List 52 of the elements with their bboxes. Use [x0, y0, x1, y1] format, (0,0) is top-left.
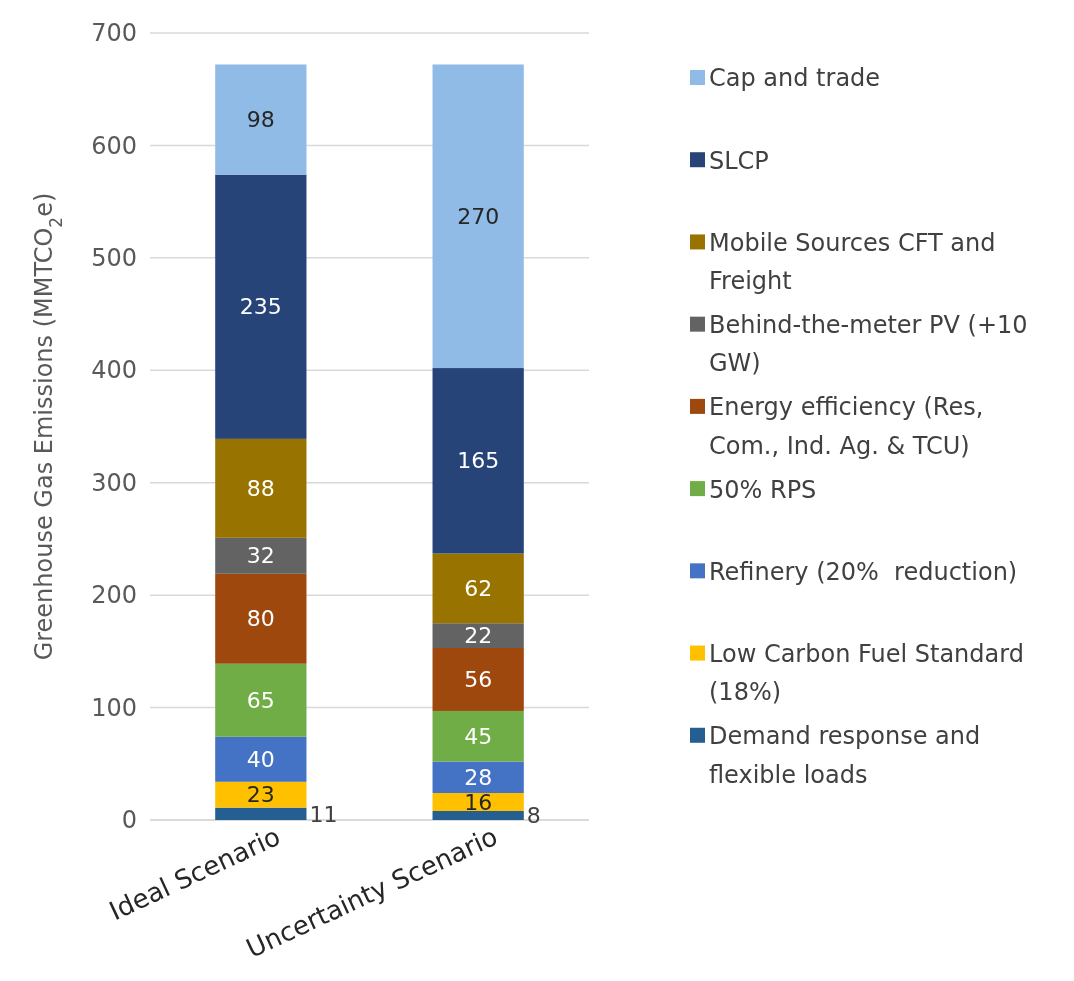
data-label: 16: [464, 789, 493, 815]
data-label: 88: [246, 476, 275, 502]
bar: [215, 573, 307, 664]
y-tick-label: 100: [91, 693, 137, 722]
data-label: 62: [464, 576, 493, 602]
y-tick-label: 300: [91, 468, 137, 497]
data-label: 28: [464, 764, 493, 790]
legend-label: Behind-the-meter PV (+10 GW): [709, 311, 1028, 378]
y-tick-label: 0: [121, 806, 137, 835]
data-label: 56: [464, 667, 493, 693]
data-label: 165: [457, 448, 500, 474]
bar: [432, 368, 524, 554]
legend-label: Demand response and flexible loads: [709, 722, 981, 789]
bar: [432, 710, 524, 762]
legend-label: Mobile Sources CFT and Freight: [709, 228, 996, 296]
legend-label: Energy efficiency (Res, Com., Ind. Ag. & TCU): [709, 393, 984, 460]
legend-label: SLCP: [709, 146, 769, 175]
legend-label: Cap and trade: [709, 64, 881, 93]
bar: [432, 811, 524, 820]
bar: [215, 736, 307, 782]
bar: [432, 761, 524, 794]
data-label: 22: [464, 623, 493, 649]
bar: [432, 64, 524, 369]
bar: [215, 174, 307, 439]
legend-label: 50% RPS: [709, 475, 817, 504]
data-label: 65: [246, 687, 275, 713]
data-label: 98: [246, 107, 275, 133]
y-tick-label: 500: [91, 244, 137, 273]
data-label: 80: [246, 606, 275, 632]
y-tick-label: 600: [91, 131, 137, 160]
bar: [215, 663, 307, 737]
bar: [215, 537, 307, 574]
bar: [215, 807, 307, 820]
data-label: 11: [309, 801, 338, 827]
legend-label: Refinery (20% reduction): [709, 557, 1018, 586]
legend-label: Low Carbon Fuel Standard (18%): [709, 639, 1024, 707]
data-label: 40: [246, 746, 275, 772]
data-label: 45: [464, 723, 493, 749]
bar: [215, 781, 307, 808]
y-tick-label: 400: [91, 356, 137, 385]
data-label: 32: [246, 543, 275, 569]
bar: [215, 438, 307, 538]
data-label: 8: [526, 803, 541, 829]
data-label: 270: [457, 203, 500, 229]
data-label: 235: [239, 294, 282, 320]
bar: [215, 64, 307, 175]
y-tick-label: 700: [91, 19, 137, 48]
bar: [432, 647, 524, 711]
bar: [432, 553, 524, 624]
data-label: 23: [246, 782, 275, 808]
bar: [432, 623, 524, 648]
y-tick-label: 200: [91, 581, 137, 610]
